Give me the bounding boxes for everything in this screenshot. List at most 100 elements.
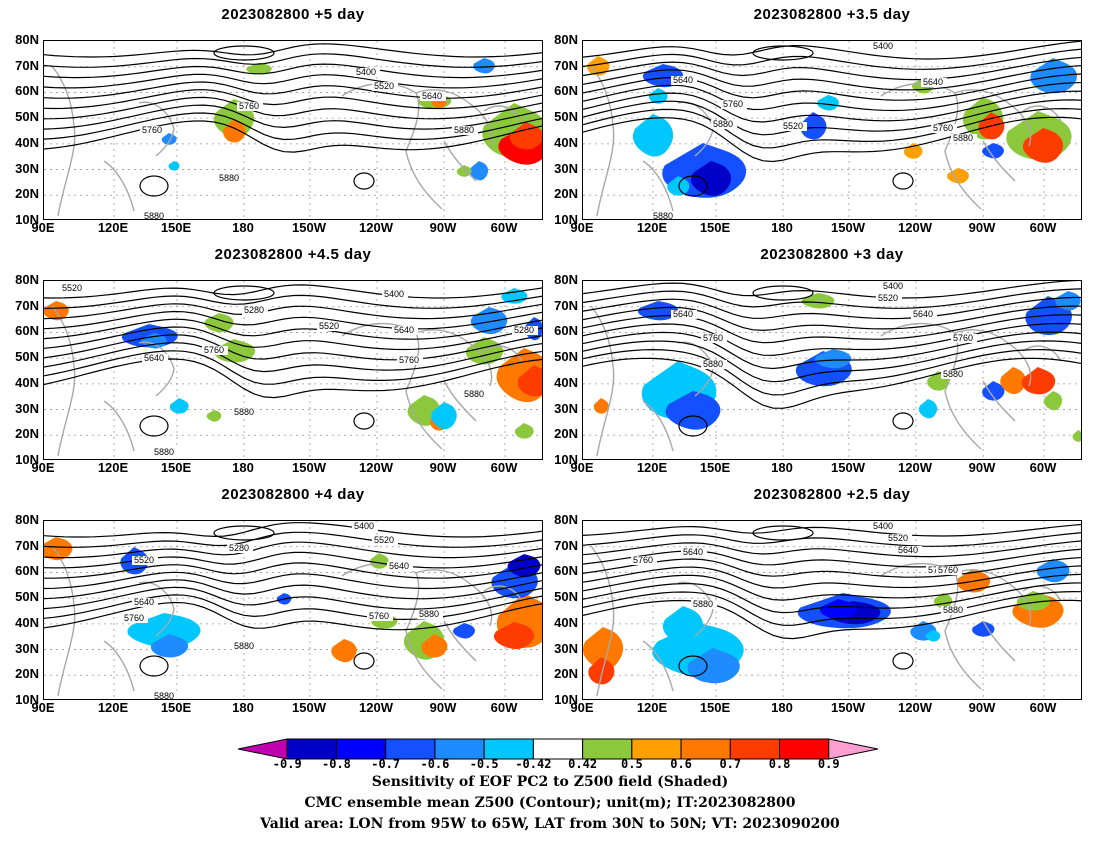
latitude-label: 20N xyxy=(15,186,39,202)
coastline xyxy=(880,322,982,450)
contour-label-bg xyxy=(681,548,707,557)
colorbar-tick-label: 0.6 xyxy=(670,757,692,771)
colorbar-tick-label: 0.42 xyxy=(568,757,598,771)
contour-label: 5280 xyxy=(514,325,534,335)
coastline xyxy=(103,400,135,452)
z500-contour xyxy=(44,73,542,89)
latitude-label: 80N xyxy=(554,32,578,47)
z500-contour xyxy=(44,120,542,153)
z500-contour xyxy=(44,541,542,559)
z500-contour xyxy=(583,73,1081,101)
caption-line-3: Valid area: LON from 95W to 65W, LAT fro… xyxy=(260,816,840,832)
longitude-label: 90E xyxy=(31,460,55,475)
coastline xyxy=(880,82,982,210)
longitude-label: 150E xyxy=(699,220,731,235)
sensitivity-shading xyxy=(593,398,609,414)
sensitivity-shading xyxy=(1022,128,1064,163)
closed-contour xyxy=(892,412,914,430)
sensitivity-shading xyxy=(947,168,969,184)
latitude-label: 70N xyxy=(15,57,39,73)
longitude-label: 60W xyxy=(1029,220,1057,235)
z500-contour xyxy=(583,48,1081,70)
sensitivity-shading xyxy=(819,599,858,619)
coastline xyxy=(51,545,76,697)
contour-label: 5400 xyxy=(356,67,376,77)
colorbar-tick-label: 0.9 xyxy=(817,757,840,771)
contour-label-bg xyxy=(392,326,418,335)
coastline xyxy=(138,581,175,637)
closed-contour xyxy=(892,652,914,670)
map-panel-1: 5400 5520 5640 5760 5760 5880 5880 5880 xyxy=(43,40,543,220)
z500-contour xyxy=(583,548,1081,568)
z500-contour xyxy=(44,96,542,120)
latitude-label: 10N xyxy=(554,452,578,467)
latitude-label: 40N xyxy=(554,374,578,390)
latitude-label: 70N xyxy=(554,297,578,313)
contour-label: 5880 xyxy=(234,641,254,651)
sensitivity-shading xyxy=(1000,367,1026,395)
contour-label: 5880 xyxy=(219,173,239,183)
colorbar-tick-label: 0.8 xyxy=(768,757,791,771)
sensitivity-shading xyxy=(517,365,542,397)
latitude-label: 70N xyxy=(554,57,578,73)
latitude-label: 60N xyxy=(554,83,578,99)
contour-label-bg xyxy=(781,122,807,131)
coastline xyxy=(982,380,1016,422)
longitude-label: 150W xyxy=(292,700,326,715)
sensitivity-shading xyxy=(141,333,167,349)
coastline xyxy=(415,89,493,147)
z500-contour xyxy=(583,582,1081,614)
contour-label-bg xyxy=(631,556,657,565)
longitude-label: 120W xyxy=(898,460,932,475)
map-panel-3: 5520 5400 5280 5520 5640 5640 5760 5760 5280 5880… xyxy=(43,280,543,460)
latitude-label: 50N xyxy=(554,589,578,605)
coastline xyxy=(590,305,615,457)
panel-5-title: 2023082800 +4 day xyxy=(221,486,365,503)
z500-contour xyxy=(583,348,1081,396)
contour-label: 5520 xyxy=(134,555,154,565)
sensitivity-shading xyxy=(1072,430,1081,442)
contour-label: 5400 xyxy=(384,289,404,299)
z500-contour xyxy=(583,322,1081,357)
sensitivity-shading xyxy=(507,554,541,578)
sensitivity-shading xyxy=(667,176,690,196)
contour-label: 5880 xyxy=(464,389,484,399)
colorbar-tick-label: -0.5 xyxy=(469,757,499,771)
latitude-label: 30N xyxy=(554,640,578,656)
contour-label-bg xyxy=(671,76,697,85)
latitude-label: 50N xyxy=(554,349,578,365)
contour-label-bg xyxy=(701,334,727,343)
longitude-label: 90W xyxy=(429,700,457,715)
z500-contour xyxy=(583,296,1081,320)
longitude-label: 180 xyxy=(232,220,254,235)
contour-label-bg xyxy=(152,692,178,699)
colorbar-segment xyxy=(532,738,584,760)
sensitivity-shading xyxy=(583,627,624,670)
latitude-label: 60N xyxy=(554,563,578,579)
panel-6-title: 2023082800 +2.5 day xyxy=(753,486,911,503)
coastline xyxy=(103,640,135,692)
contour-label: 5520 xyxy=(783,121,803,131)
contour-label-bg xyxy=(420,92,446,101)
contour-label: 5760 xyxy=(938,565,958,575)
contour-label-bg xyxy=(876,294,902,303)
closed-contour xyxy=(353,652,375,670)
coastline xyxy=(483,345,523,362)
sensitivity-shading xyxy=(632,114,674,157)
longitude-label: 90E xyxy=(570,460,594,475)
longitude-label: 120W xyxy=(359,220,393,235)
longitude-label: 120E xyxy=(97,460,129,475)
longitude-label: 120E xyxy=(636,220,668,235)
longitude-label: 180 xyxy=(232,460,254,475)
sensitivity-shading xyxy=(421,634,448,658)
z500-contour xyxy=(44,601,542,631)
contour-label: 5760 xyxy=(723,99,743,109)
contour-label-bg xyxy=(721,100,747,109)
longitude-label: 150E xyxy=(699,700,731,715)
z500-contour xyxy=(44,318,542,340)
contour-label-bg xyxy=(881,282,907,291)
z500-contour xyxy=(583,81,1081,112)
sensitivity-shading xyxy=(150,634,189,658)
closed-contour xyxy=(213,285,275,301)
sensitivity-shading xyxy=(588,657,615,685)
